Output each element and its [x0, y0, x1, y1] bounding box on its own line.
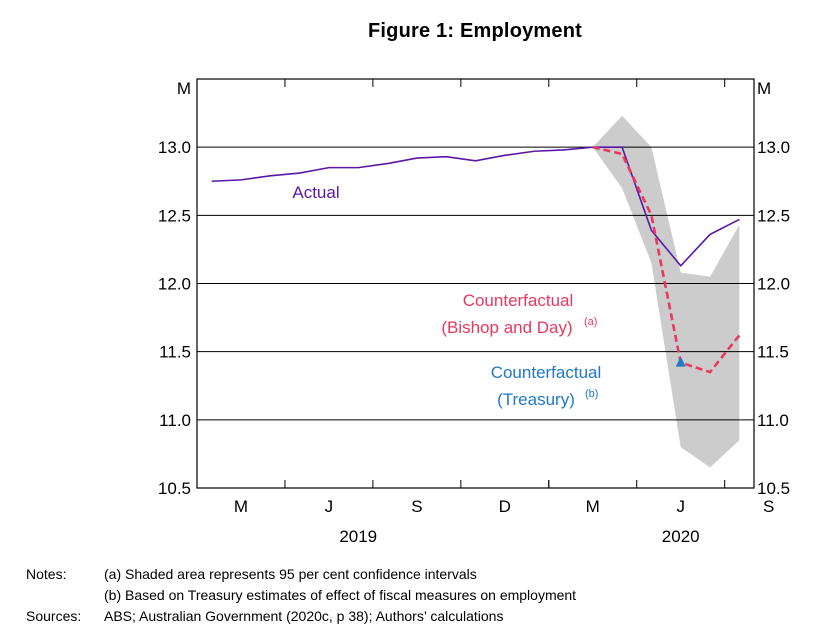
year-label: 2020 — [662, 527, 700, 546]
sources-label: Sources: — [26, 608, 82, 624]
y-tick-label-left: 12.0 — [158, 275, 191, 294]
y-tick-label-right: 11.0 — [757, 411, 789, 430]
x-tick-label: M — [234, 497, 248, 516]
y-tick-label-right: 10.5 — [757, 479, 790, 498]
series-label-treasury-line2: (Treasury) — [497, 390, 575, 409]
x-tick-label: M — [586, 497, 600, 516]
series-line-bishop-day — [592, 145, 741, 374]
notes-label: Notes: — [26, 566, 67, 582]
unit-label-right: M — [757, 79, 771, 98]
year-label: 2019 — [339, 527, 377, 546]
y-tick-label-left: 13.0 — [158, 138, 191, 157]
x-tick-label: S — [763, 497, 774, 516]
series-label-treasury-sup: (b) — [585, 388, 598, 400]
x-tick-label: D — [499, 497, 511, 516]
chart-title: Figure 1: Employment — [367, 20, 583, 42]
y-tick-label-left: 11.0 — [159, 411, 191, 430]
series-label-actual: Actual — [292, 183, 339, 202]
x-tick-label: S — [411, 497, 422, 516]
y-tick-label-right: 13.0 — [757, 138, 790, 157]
y-tick-label-left: 10.5 — [158, 479, 191, 498]
series-label-bishop-day-line2: (Bishop and Day) — [441, 318, 572, 337]
y-tick-label-right: 12.0 — [757, 275, 790, 294]
x-tick-label: J — [676, 497, 685, 516]
series-label-treasury-line1: Counterfactual — [491, 363, 602, 382]
series-marker-treasury — [675, 356, 686, 367]
y-tick-label-left: 11.5 — [159, 343, 191, 362]
notes-block: Notes: (a) Shaded area represents 95 per… — [26, 564, 576, 627]
x-tick-label: J — [325, 497, 334, 516]
y-tick-label-right: 12.5 — [757, 206, 790, 225]
y-tick-label-left: 12.5 — [158, 206, 191, 225]
confidence-band — [592, 115, 740, 468]
series-label-bishop-day-sup: (a) — [584, 316, 597, 328]
series-line-actual — [211, 146, 740, 267]
sources-text: ABS; Australian Government (2020c, p 38)… — [104, 608, 504, 624]
y-tick-label-right: 11.5 — [757, 343, 789, 362]
note-a: (a) Shaded area represents 95 per cent c… — [104, 566, 477, 582]
note-b: (b) Based on Treasury estimates of effec… — [104, 587, 577, 603]
series-label-bishop-day-line1: Counterfactual — [463, 291, 574, 310]
unit-label-left: M — [177, 79, 191, 98]
plot-frame — [196, 78, 755, 489]
